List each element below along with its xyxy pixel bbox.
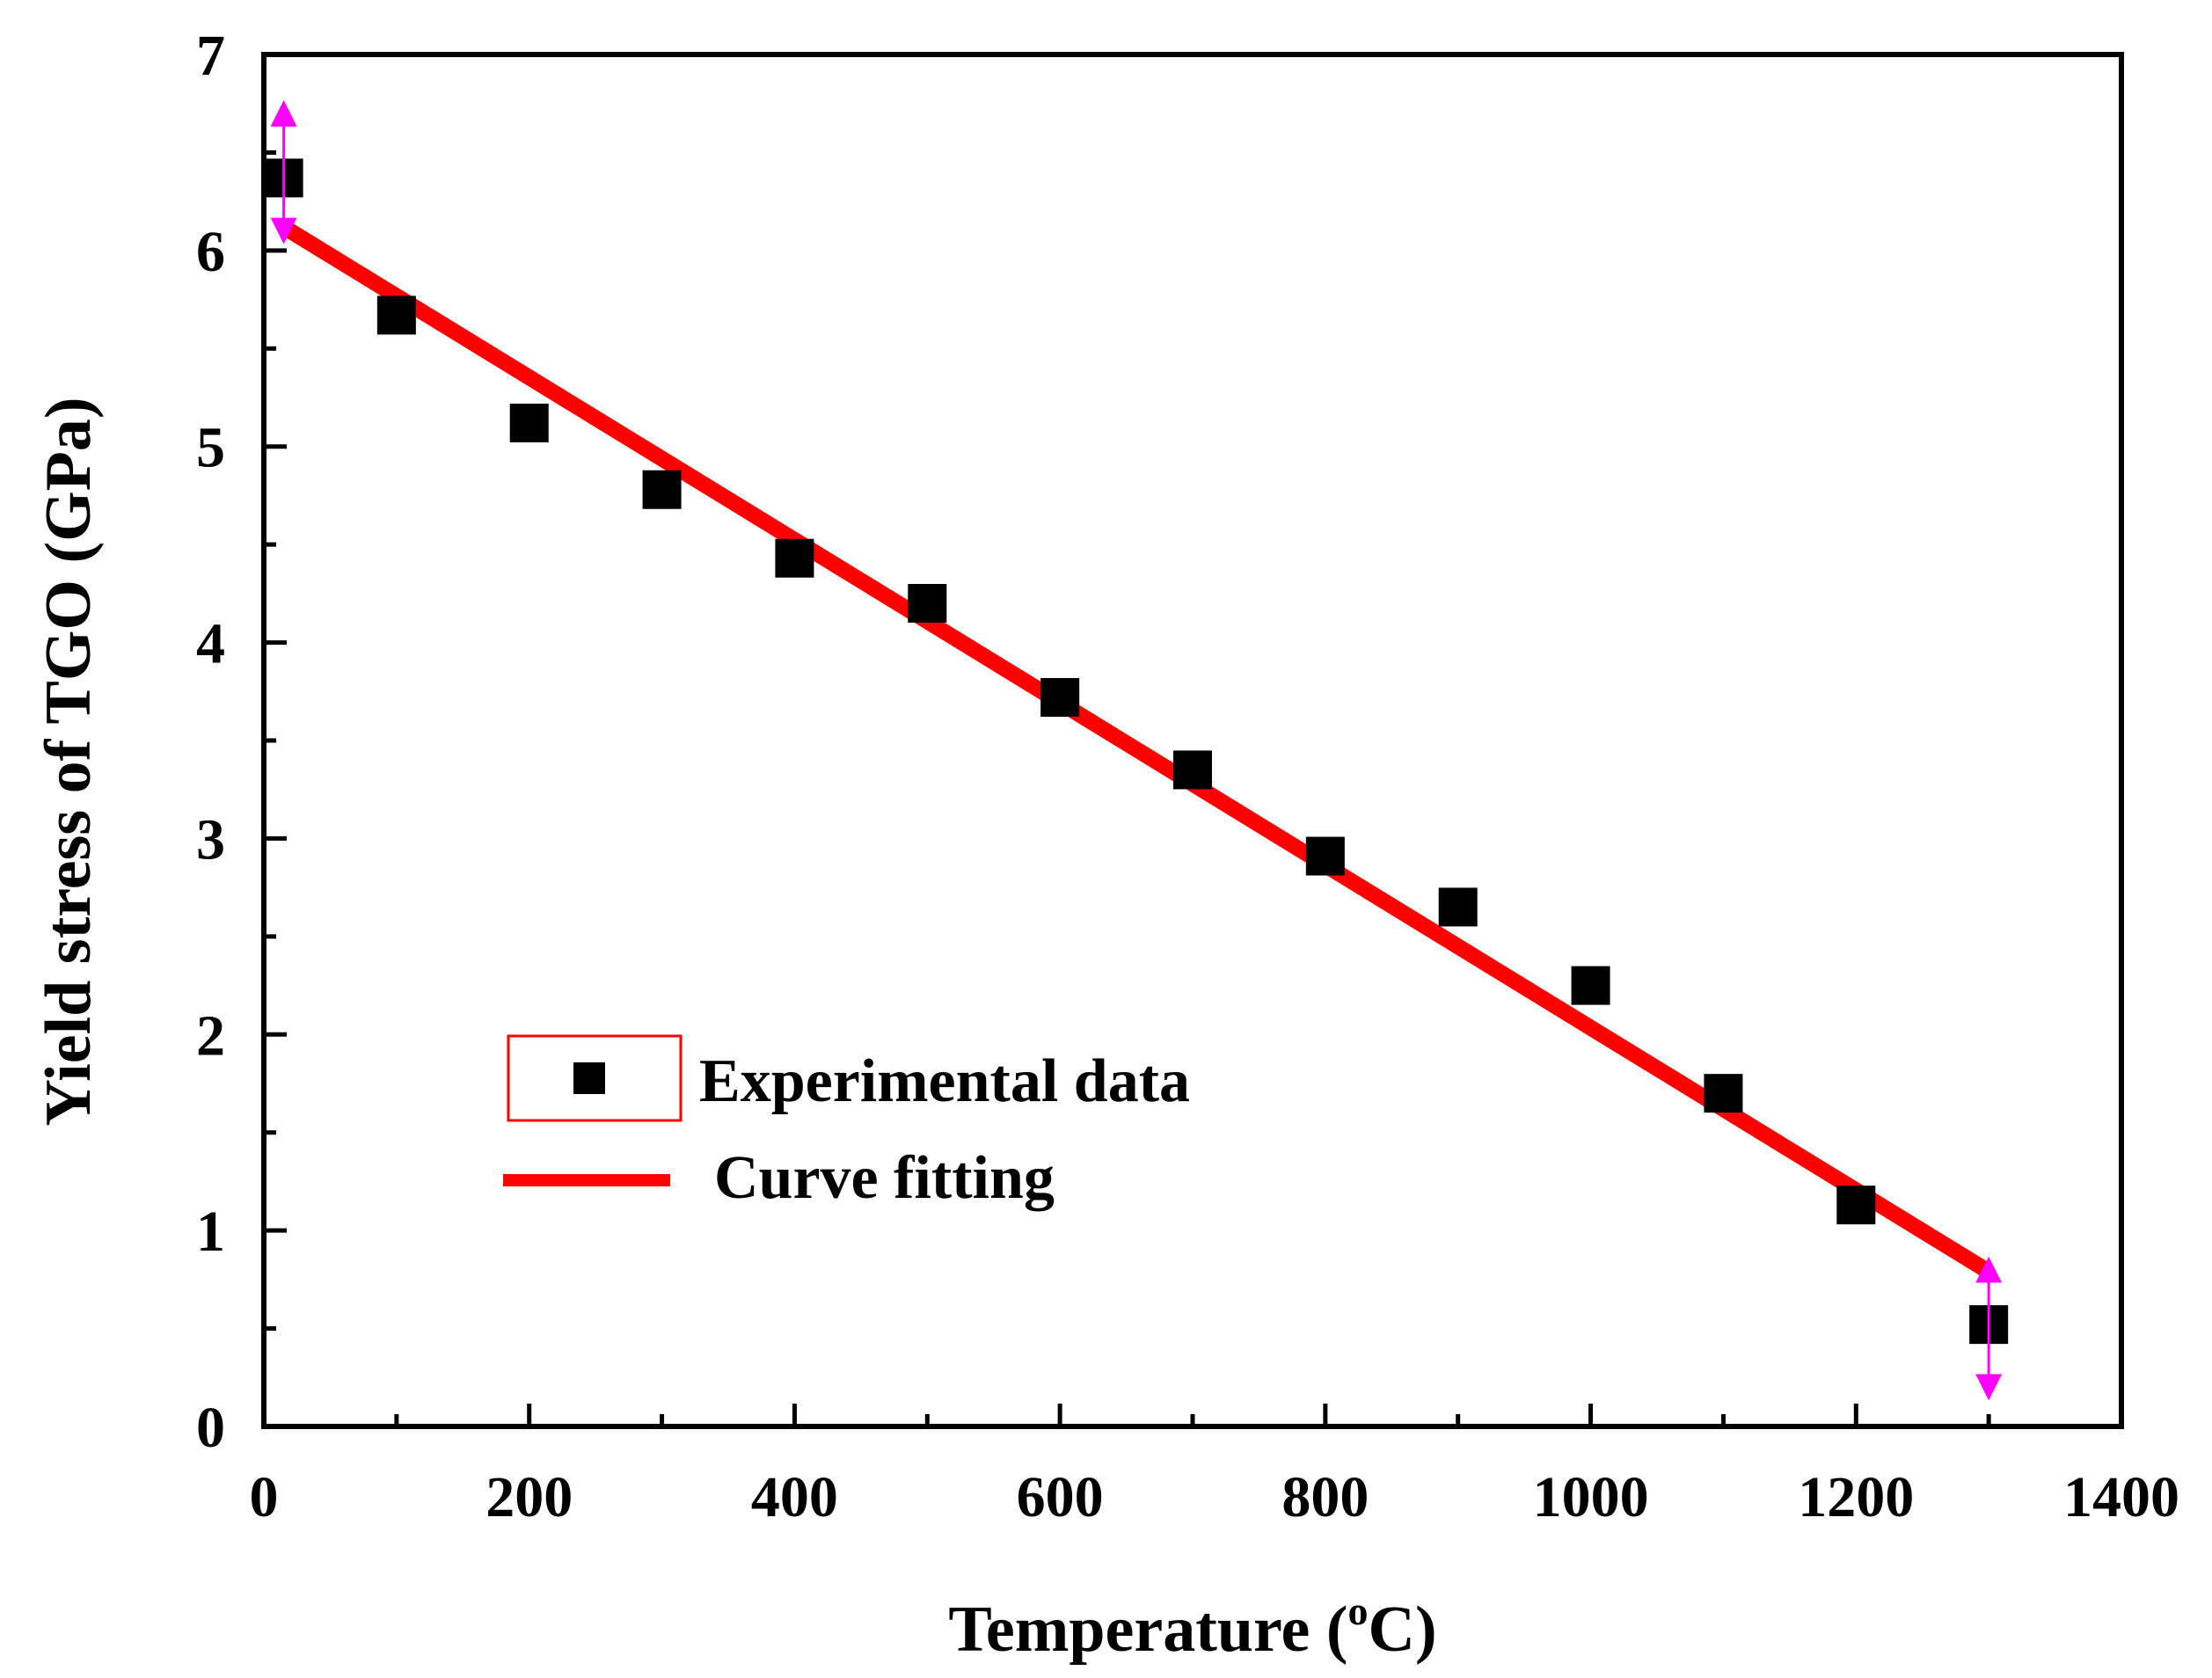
legend: Experimental data Curve fitting — [503, 1034, 1190, 1212]
legend-marker-square — [573, 1062, 605, 1094]
x-tick-label: 600 — [1017, 1465, 1104, 1529]
data-point — [1704, 1074, 1743, 1113]
error-arrows — [270, 99, 2003, 1401]
data-point — [376, 295, 416, 335]
data-point — [1438, 887, 1478, 927]
data-point — [509, 403, 549, 442]
legend-marker-frame — [507, 1034, 683, 1122]
y-axis-title: Yield stress of TGO (GPa) — [33, 397, 105, 1126]
x-tick-label: 0 — [250, 1465, 279, 1529]
x-tick-labels: 0 200 400 600 800 1000 1200 1400 — [250, 1465, 2180, 1529]
legend-label-fit: Curve fitting — [714, 1144, 1055, 1212]
plot-frame — [261, 52, 2124, 1429]
x-tick-label: 400 — [751, 1465, 838, 1529]
x-axis-title-main: Temperature ( — [948, 1594, 1347, 1666]
data-point — [908, 584, 947, 623]
y-tick-label: 0 — [196, 1396, 225, 1460]
data-point — [775, 538, 814, 578]
data-point — [1305, 836, 1345, 876]
y-tick-labels: 0 1 2 3 4 5 6 7 — [196, 24, 225, 1460]
legend-label-experimental: Experimental data — [699, 1047, 1190, 1115]
data-point — [1836, 1186, 1876, 1225]
y-tick-label: 1 — [196, 1200, 225, 1264]
x-tick-label: 1000 — [1533, 1465, 1649, 1529]
y-tick-label: 7 — [196, 24, 225, 88]
x-tick-label: 1400 — [2063, 1465, 2179, 1529]
x-tick-label: 800 — [1281, 1465, 1369, 1529]
y-tick-label: 4 — [196, 612, 225, 676]
y-tick-label: 3 — [196, 807, 225, 872]
data-point — [1571, 966, 1610, 1005]
x-tick-label: 200 — [485, 1465, 573, 1529]
x-axis-title: Temperature (oC) — [948, 1588, 1436, 1666]
data-point — [642, 470, 682, 509]
x-axis-title-sup: o — [1348, 1588, 1369, 1633]
x-tick-label: 1200 — [1798, 1465, 1914, 1529]
minor-ticks — [264, 150, 1991, 1426]
y-tick-label: 5 — [196, 416, 225, 480]
data-point — [1173, 750, 1212, 790]
y-tick-label: 2 — [196, 1003, 225, 1068]
y-tick-label: 6 — [196, 220, 225, 284]
data-point — [1040, 677, 1080, 717]
x-axis-title-unit: C) — [1369, 1594, 1437, 1666]
